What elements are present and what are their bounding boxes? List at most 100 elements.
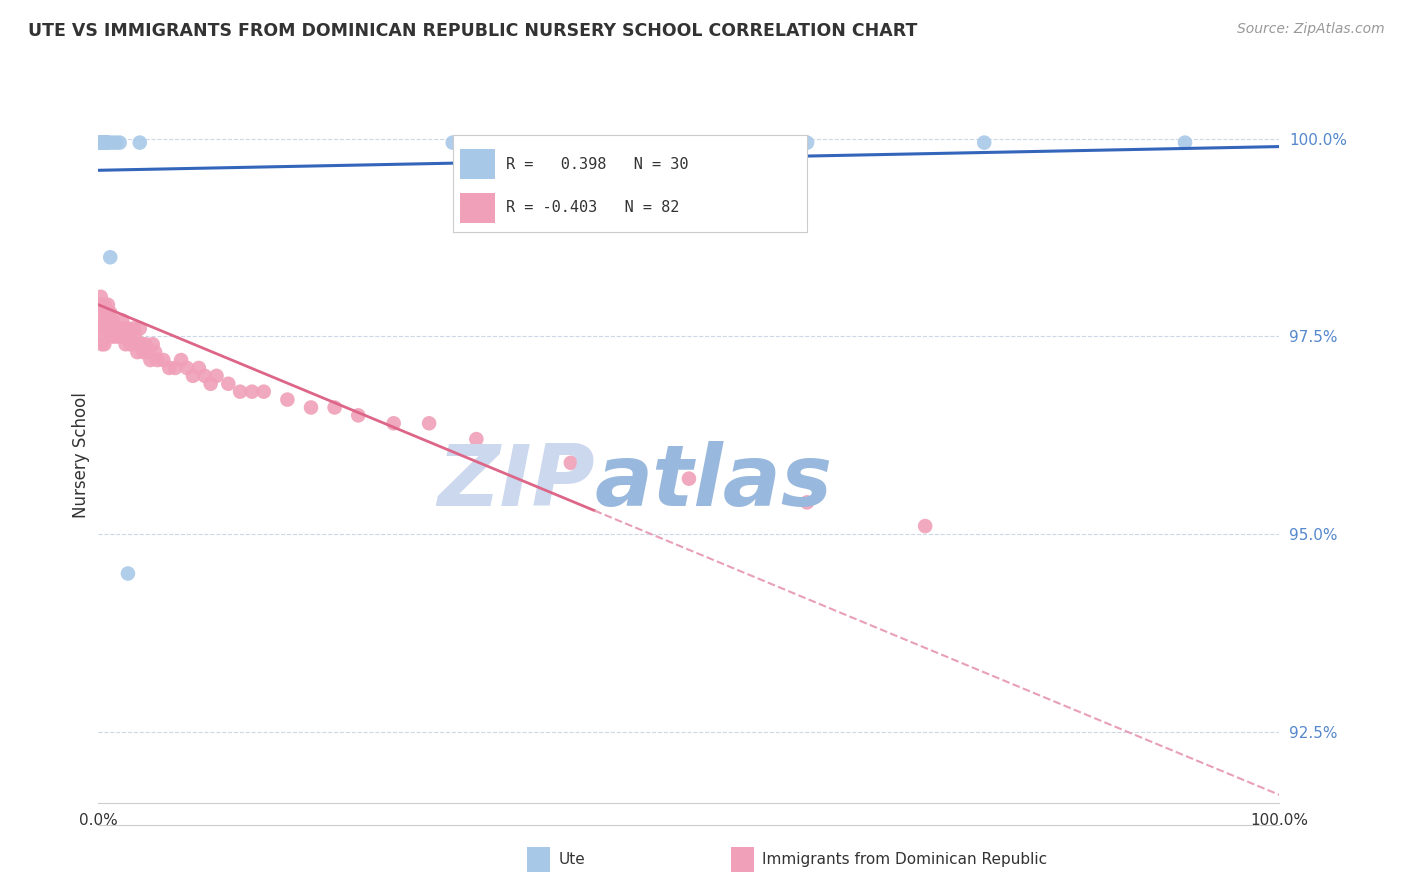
Point [142,337,165,351]
Point [97,305,120,319]
Point [110,329,132,343]
Point [253,384,276,399]
Point [128,321,150,335]
Point [96,136,118,150]
Point [217,376,239,391]
Point [93,305,115,319]
Point [136,345,159,359]
Point [107,329,129,343]
Point [98,321,121,335]
Point [146,353,169,368]
Point [187,361,209,376]
Point [157,361,180,376]
Point [93,321,115,335]
Point [98,136,121,150]
Point [796,136,818,150]
Point [94,136,117,150]
Point [118,329,141,343]
Point [139,353,162,368]
Point [93,313,115,327]
Point [96,313,118,327]
Point [194,368,217,383]
Point [152,353,174,368]
Point [93,136,115,150]
Point [94,313,117,327]
Text: atlas: atlas [595,442,832,524]
Text: Immigrants from Dominican Republic: Immigrants from Dominican Republic [762,853,1047,867]
Point [98,305,121,319]
Point [418,417,440,431]
Point [91,321,114,335]
Point [131,337,153,351]
Point [117,566,139,581]
Point [90,136,112,150]
Point [240,384,263,399]
Point [323,401,346,415]
Point [97,136,120,150]
Point [90,136,112,150]
Point [96,305,118,319]
Point [120,337,142,351]
Point [299,401,322,415]
Point [103,321,125,335]
Point [796,495,818,509]
Point [91,136,114,150]
Point [97,321,120,335]
Point [93,298,115,312]
Point [89,136,111,150]
Point [105,329,128,343]
Point [94,136,117,150]
Point [678,472,700,486]
Point [181,368,204,383]
Point [91,136,114,150]
Point [101,313,124,327]
Point [176,361,198,376]
Point [108,321,131,335]
Point [91,136,114,150]
Point [91,136,114,150]
Point [108,136,131,150]
Point [165,361,187,376]
Point [124,329,146,343]
Point [117,321,139,335]
Point [382,417,405,431]
Point [276,392,298,407]
Point [170,353,193,368]
Point [96,321,118,335]
Point [101,136,124,150]
Point [93,136,115,150]
Y-axis label: Nursery School: Nursery School [72,392,90,518]
Point [98,250,121,264]
Point [91,298,114,312]
Point [205,368,228,383]
Point [94,305,117,319]
Point [200,376,222,391]
Point [132,345,155,359]
Point [89,136,111,150]
Text: Ute: Ute [558,853,585,867]
Point [91,337,114,351]
Point [104,329,127,343]
Point [91,136,114,150]
Point [98,313,121,327]
Point [115,329,138,343]
Point [90,290,112,304]
Point [111,313,134,327]
Point [229,384,252,399]
Point [91,329,114,343]
Point [114,337,136,351]
Point [105,136,128,150]
Point [105,321,128,335]
Point [441,136,464,150]
Point [122,321,145,335]
Point [98,313,121,327]
Point [143,345,166,359]
Point [93,136,115,150]
Text: Source: ZipAtlas.com: Source: ZipAtlas.com [1237,22,1385,37]
Point [347,409,370,423]
Point [97,298,120,312]
Point [93,337,115,351]
Point [103,329,125,343]
Point [98,321,121,335]
Point [135,337,157,351]
